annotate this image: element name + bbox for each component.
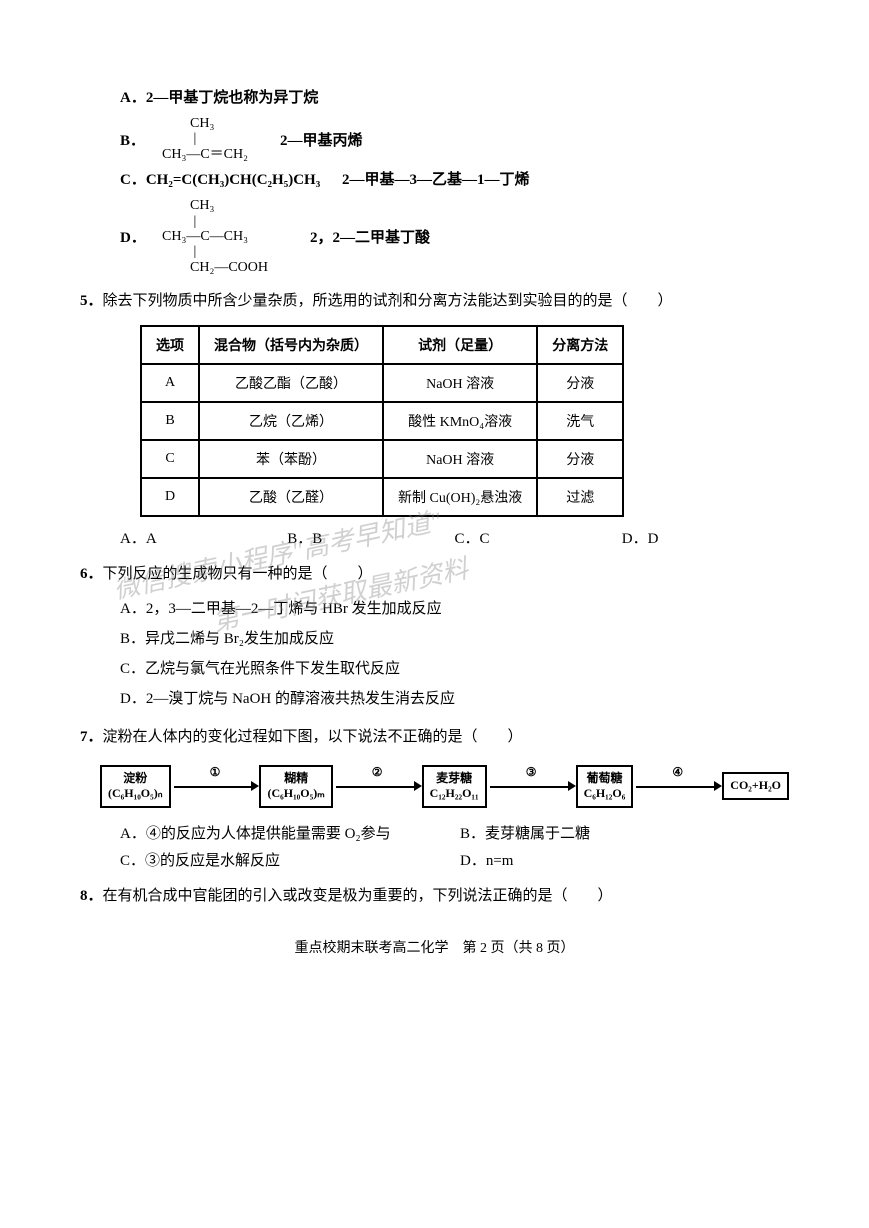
table-cell: C	[141, 440, 199, 478]
flow-arrow: ③	[487, 779, 576, 794]
q6-option-d: D．2—溴丁烷与 NaOH 的醇溶液共热发生消去反应	[120, 687, 789, 711]
table-cell: 苯（苯酚）	[199, 440, 383, 478]
table-row: C 苯（苯酚） NaOH 溶液 分液	[141, 440, 623, 478]
q6-option-b: B．异戊二烯与 Br₂发生加成反应	[120, 627, 789, 651]
q7-option-c: C．③的反应是水解反应	[120, 849, 460, 870]
q4-option-c: C．CH₂=C(CH₃)CH(C₂H₅)CH₃ 2—甲基—3—乙基—1—丁烯	[120, 168, 789, 192]
th-method: 分离方法	[537, 326, 623, 364]
node-title: 麦芽糖	[430, 771, 479, 787]
structure-d: CH₃ | CH₃—C—CH₃ | CH₂—COOH	[162, 198, 268, 275]
table-row: A 乙酸乙酯（乙酸） NaOH 溶液 分液	[141, 364, 623, 402]
node-formula: (C₆H₁₀O₅)ₘ	[267, 786, 324, 802]
q8-stem: 8．在有机合成中官能团的引入或改变是极为重要的，下列说法正确的是（ ）	[80, 884, 789, 910]
q7-option-d: D．n=m	[460, 849, 513, 870]
node-title: 糊精	[267, 771, 324, 787]
table-cell: NaOH 溶液	[383, 364, 537, 402]
table-cell: 乙酸（乙醛）	[199, 478, 383, 516]
structure-b: CH₃ | CH₃—C＝CH₂	[162, 116, 248, 162]
q5-answers: A．A B．B C．C D．D	[120, 527, 789, 548]
q-number: 5．	[80, 293, 103, 309]
th-reagent: 试剂（足量）	[383, 326, 537, 364]
arrow-label: ②	[370, 765, 385, 779]
compound-name: 2—甲基丙烯	[280, 129, 363, 150]
q7-option-a: A．④的反应为人体提供能量需要 O₂参与	[120, 822, 460, 843]
flow-node: 淀粉 (C₆H₁₀O₅)ₙ	[100, 765, 171, 808]
answer-c: C．C	[455, 527, 622, 548]
flow-node: 葡萄糖 C₆H₁₂O₆	[576, 765, 634, 808]
stem-text: 下列反应的生成物只有一种的是（ ）	[103, 566, 373, 582]
stem-text: 除去下列物质中所含少量杂质，所选用的试剂和分离方法能达到实验目的的是（ ）	[103, 293, 673, 309]
flow-arrow: ②	[333, 779, 422, 794]
arrow-label: ①	[208, 765, 223, 779]
table-cell: D	[141, 478, 199, 516]
q6-stem: 6．下列反应的生成物只有一种的是（ ）	[80, 562, 789, 588]
option-label: A．	[120, 90, 146, 106]
table-cell: 新制 Cu(OH)₂悬浊液	[383, 478, 537, 516]
node-title: CO₂+H₂O	[730, 778, 781, 794]
q-number: 8．	[80, 888, 103, 904]
option-text: 2—甲基丁烷也称为异丁烷	[146, 90, 319, 106]
compound-name: 2—甲基—3—乙基—1—丁烯	[342, 172, 530, 188]
q6-option-a: A．2，3—二甲基—2—丁烯与 HBr 发生加成反应	[120, 597, 789, 621]
stem-text: 在有机合成中官能团的引入或改变是极为重要的，下列说法正确的是（ ）	[103, 888, 613, 904]
table-row: B 乙烷（乙烯） 酸性 KMnO₄溶液 洗气	[141, 402, 623, 440]
th-mixture: 混合物（括号内为杂质）	[199, 326, 383, 364]
table-cell: 洗气	[537, 402, 623, 440]
option-label: B．	[120, 129, 150, 150]
stem-text: 淀粉在人体内的变化过程如下图，以下说法不正确的是（ ）	[103, 729, 523, 745]
formula: CH₂=C(CH₃)CH(C₂H₅)CH₃	[146, 172, 320, 188]
flow-node: 糊精 (C₆H₁₀O₅)ₘ	[259, 765, 332, 808]
q4-option-b: B． CH₃ | CH₃—C＝CH₂ 2—甲基丙烯	[120, 116, 789, 162]
q4-option-a: A．2—甲基丁烷也称为异丁烷	[120, 86, 789, 110]
table-cell: 分液	[537, 440, 623, 478]
answer-d: D．D	[622, 527, 789, 548]
option-label: D．	[120, 226, 150, 247]
table-header-row: 选项 混合物（括号内为杂质） 试剂（足量） 分离方法	[141, 326, 623, 364]
flow-arrow: ④	[633, 779, 722, 794]
table-cell: NaOH 溶液	[383, 440, 537, 478]
table-cell: B	[141, 402, 199, 440]
table-cell: 乙酸乙酯（乙酸）	[199, 364, 383, 402]
flow-node: 麦芽糖 C₁₂H₂₂O₁₁	[422, 765, 487, 808]
table-cell: 过滤	[537, 478, 623, 516]
q7-stem: 7．淀粉在人体内的变化过程如下图，以下说法不正确的是（ ）	[80, 725, 789, 751]
node-formula: C₁₂H₂₂O₁₁	[430, 786, 479, 802]
q4-option-d: D． CH₃ | CH₃—C—CH₃ | CH₂—COOH 2，2—二甲基丁酸	[120, 198, 789, 275]
flow-arrow: ①	[171, 779, 260, 794]
q7-option-b: B．麦芽糖属于二糖	[460, 822, 590, 843]
node-title: 葡萄糖	[584, 771, 626, 787]
table-cell: 酸性 KMnO₄溶液	[383, 402, 537, 440]
answer-a: A．A	[120, 527, 287, 548]
q7-row-cd: C．③的反应是水解反应 D．n=m	[120, 849, 789, 870]
node-formula: (C₆H₁₀O₅)ₙ	[108, 786, 163, 802]
th-option: 选项	[141, 326, 199, 364]
table-cell: A	[141, 364, 199, 402]
option-label: C．	[120, 172, 146, 188]
q5-table: 选项 混合物（括号内为杂质） 试剂（足量） 分离方法 A 乙酸乙酯（乙酸） Na…	[140, 325, 624, 517]
node-title: 淀粉	[108, 771, 163, 787]
page-footer: 重点校期末联考高二化学 第 2 页（共 8 页）	[80, 937, 789, 957]
q6-option-c: C．乙烷与氯气在光照条件下发生取代反应	[120, 657, 789, 681]
q-number: 6．	[80, 566, 103, 582]
table-row: D 乙酸（乙醛） 新制 Cu(OH)₂悬浊液 过滤	[141, 478, 623, 516]
answer-b: B．B	[287, 527, 454, 548]
q5-stem: 5．除去下列物质中所含少量杂质，所选用的试剂和分离方法能达到实验目的的是（ ）	[80, 289, 789, 315]
table-cell: 分液	[537, 364, 623, 402]
node-formula: C₆H₁₂O₆	[584, 786, 626, 802]
arrow-label: ③	[524, 765, 539, 779]
flow-node: CO₂+H₂O	[722, 772, 789, 800]
compound-name: 2，2—二甲基丁酸	[310, 226, 430, 247]
q-number: 7．	[80, 729, 103, 745]
arrow-label: ④	[670, 765, 685, 779]
table-cell: 乙烷（乙烯）	[199, 402, 383, 440]
q7-row-ab: A．④的反应为人体提供能量需要 O₂参与 B．麦芽糖属于二糖	[120, 822, 789, 843]
q7-flowchart: 淀粉 (C₆H₁₀O₅)ₙ ① 糊精 (C₆H₁₀O₅)ₘ ② 麦芽糖 C₁₂H…	[100, 765, 789, 808]
